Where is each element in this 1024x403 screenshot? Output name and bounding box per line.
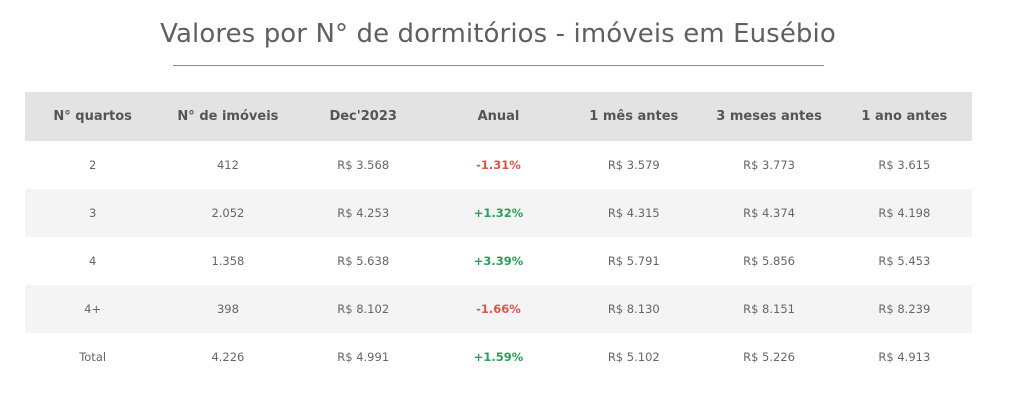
- cell-annual-change: -1.31%: [430, 141, 567, 189]
- cell-1-year-before: R$ 5.453: [836, 237, 972, 285]
- cell-bedrooms: 3: [25, 189, 161, 237]
- cell-bedrooms: Total: [25, 333, 161, 381]
- cell-annual-change: -1.66%: [430, 285, 567, 333]
- table-row: 2 412 R$ 3.568 -1.31% R$ 3.579 R$ 3.773 …: [25, 141, 972, 189]
- cell-bedrooms: 4+: [25, 285, 161, 333]
- cell-1-month-before: R$ 5.102: [566, 333, 702, 381]
- values-table: N° quartos N° de imóveis Dec'2023 Anual …: [25, 92, 972, 381]
- cell-property-count: 412: [160, 141, 296, 189]
- cell-property-count: 1.358: [160, 237, 296, 285]
- cell-bedrooms: 2: [25, 141, 161, 189]
- cell-annual-change: +1.59%: [430, 333, 567, 381]
- header-dec2023: Dec'2023: [295, 92, 431, 141]
- table-row: 4 1.358 R$ 5.638 +3.39% R$ 5.791 R$ 5.85…: [25, 237, 972, 285]
- cell-annual-change: +3.39%: [430, 237, 567, 285]
- header-3-months-before: 3 meses antes: [701, 92, 837, 141]
- cell-property-count: 4.226: [160, 333, 296, 381]
- cell-3-months-before: R$ 5.226: [701, 333, 837, 381]
- cell-property-count: 2.052: [160, 189, 296, 237]
- header-1-month-before: 1 mês antes: [566, 92, 702, 141]
- cell-1-month-before: R$ 8.130: [566, 285, 702, 333]
- cell-1-year-before: R$ 8.239: [836, 285, 972, 333]
- cell-dec2023: R$ 5.638: [295, 237, 431, 285]
- header-property-count: N° de imóveis: [160, 92, 296, 141]
- table-row: 4+ 398 R$ 8.102 -1.66% R$ 8.130 R$ 8.151…: [25, 285, 972, 333]
- title-divider: [173, 65, 824, 66]
- table-row: 3 2.052 R$ 4.253 +1.32% R$ 4.315 R$ 4.37…: [25, 189, 972, 237]
- cell-dec2023: R$ 3.568: [295, 141, 431, 189]
- cell-3-months-before: R$ 3.773: [701, 141, 837, 189]
- header-1-year-before: 1 ano antes: [836, 92, 972, 141]
- cell-1-year-before: R$ 4.913: [836, 333, 972, 381]
- cell-bedrooms: 4: [25, 237, 161, 285]
- cell-1-month-before: R$ 3.579: [566, 141, 702, 189]
- cell-annual-change: +1.32%: [430, 189, 567, 237]
- header-annual: Anual: [430, 92, 567, 141]
- header-bedrooms: N° quartos: [25, 92, 161, 141]
- table-row-total: Total 4.226 R$ 4.991 +1.59% R$ 5.102 R$ …: [25, 333, 972, 381]
- cell-1-month-before: R$ 5.791: [566, 237, 702, 285]
- cell-property-count: 398: [160, 285, 296, 333]
- cell-1-year-before: R$ 4.198: [836, 189, 972, 237]
- cell-1-month-before: R$ 4.315: [566, 189, 702, 237]
- cell-3-months-before: R$ 4.374: [701, 189, 837, 237]
- cell-3-months-before: R$ 8.151: [701, 285, 837, 333]
- cell-dec2023: R$ 4.991: [295, 333, 431, 381]
- cell-3-months-before: R$ 5.856: [701, 237, 837, 285]
- table-header-row: N° quartos N° de imóveis Dec'2023 Anual …: [25, 92, 972, 141]
- page-title: Valores por N° de dormitórios - imóveis …: [160, 19, 836, 49]
- cell-dec2023: R$ 8.102: [295, 285, 431, 333]
- cell-dec2023: R$ 4.253: [295, 189, 431, 237]
- cell-1-year-before: R$ 3.615: [836, 141, 972, 189]
